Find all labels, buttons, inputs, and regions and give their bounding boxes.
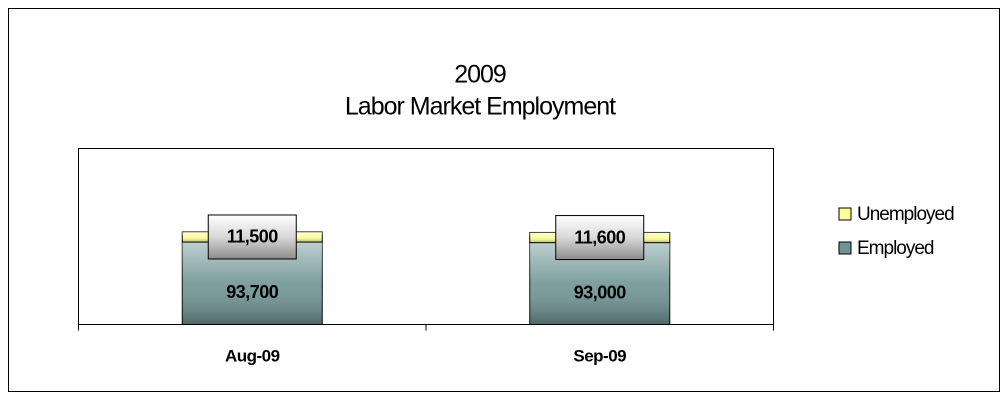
legend-label: Unemployed [857,204,954,225]
value-label: 93,700 [226,282,279,302]
chart-subtitle: Labor Market Employment [345,93,616,121]
value-label-box [207,214,297,260]
value-label: 11,600 [574,227,626,247]
x-tick-label: Aug-09 [225,346,280,365]
legend-swatch [838,241,852,255]
value-label-box [555,215,645,261]
legend-swatch [838,207,852,221]
value-label: 93,000 [574,282,627,302]
chart-title: 2009 [454,61,506,89]
value-label: 11,500 [227,227,279,247]
x-tick-label: Sep-09 [573,346,626,365]
legend-label: Employed [857,238,934,259]
